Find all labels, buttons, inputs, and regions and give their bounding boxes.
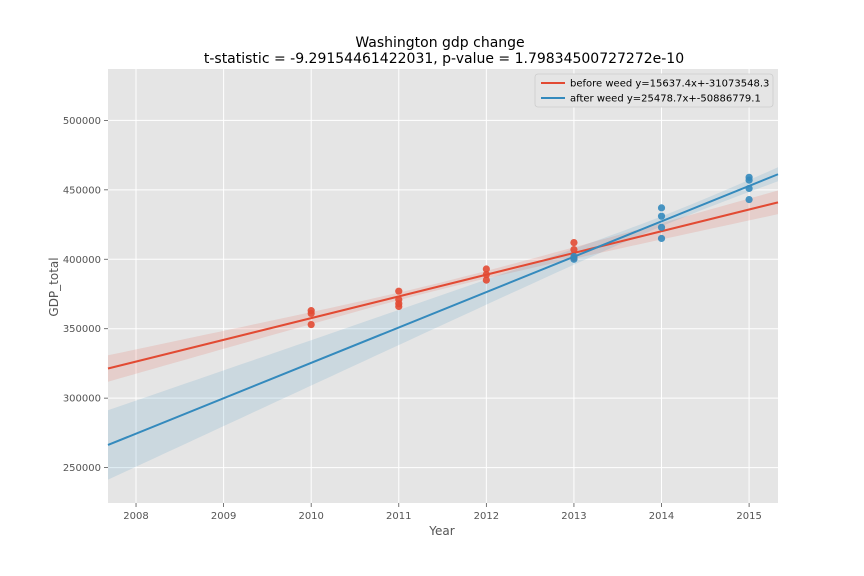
grid [108, 69, 778, 503]
data-point [657, 204, 666, 212]
data-point [307, 320, 315, 329]
data-point [745, 184, 753, 193]
legend-box [534, 73, 774, 108]
x-tick-label: 2013 [561, 511, 586, 522]
x-axis-label: Year [428, 524, 454, 538]
regression-lines [107, 173, 779, 446]
y-axis-label: GDP_total [47, 257, 61, 316]
y-tick-label: 250000 [63, 463, 101, 474]
data-points [307, 173, 753, 329]
data-point [745, 195, 753, 204]
data-point [395, 287, 403, 295]
x-tick-label: 2015 [736, 511, 761, 522]
chart-subtitle: t-statistic = -9.29154461422031, p-value… [204, 51, 684, 67]
y-tick-label: 400000 [63, 255, 101, 266]
data-point [570, 239, 578, 247]
data-point [482, 276, 490, 284]
y-axis-ticks: 250000 300000 350000 400000 450000 500000 [63, 116, 108, 474]
x-tick-label: 2011 [386, 511, 411, 522]
data-point [657, 234, 666, 243]
data-point [570, 245, 578, 254]
data-point [307, 309, 315, 318]
regression-line [107, 201, 779, 370]
legend-label-before: before weed y=15637.4x+-31073548.3 [570, 79, 769, 90]
x-tick-label: 2014 [649, 511, 674, 522]
x-tick-label: 2009 [211, 511, 236, 522]
data-point [570, 252, 578, 261]
data-point [482, 270, 490, 279]
y-tick-label: 300000 [63, 394, 101, 405]
data-point [745, 173, 753, 181]
x-tick-label: 2010 [298, 511, 323, 522]
x-axis-ticks: 2008 2009 2010 2011 2012 2013 2014 2015 [123, 503, 762, 522]
y-tick-label: 350000 [63, 324, 101, 335]
legend-label-after: after weed y=25478.7x+-50886779.1 [570, 94, 761, 105]
confidence-band [108, 167, 778, 480]
regression-line [107, 173, 779, 446]
x-tick-label: 2008 [123, 511, 148, 522]
x-tick-label: 2012 [474, 511, 499, 522]
data-point [657, 223, 666, 231]
y-tick-label: 500000 [63, 116, 101, 127]
data-point [482, 265, 490, 273]
chart-title: Washington gdp change [355, 35, 524, 51]
data-point [657, 212, 666, 220]
legend: before weed y=15637.4x+-31073548.3 after… [534, 73, 774, 108]
data-point [395, 302, 403, 311]
y-tick-label: 450000 [63, 185, 101, 196]
